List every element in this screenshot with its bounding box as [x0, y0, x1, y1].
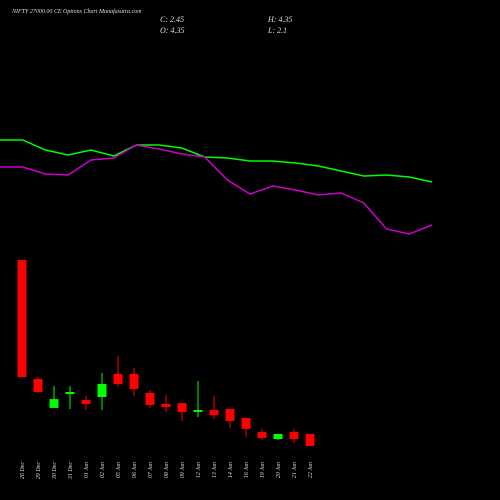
- line-series: [0, 144, 433, 235]
- candle-body: [257, 432, 267, 438]
- x-tick-label: 16 Jan: [244, 462, 250, 478]
- x-tick-label: 30 Dec: [52, 462, 58, 480]
- x-tick-label: 12 Jan: [196, 462, 202, 478]
- candle-body: [81, 399, 91, 404]
- candle-body: [65, 391, 75, 395]
- ohlc-value: 2.45: [170, 15, 184, 24]
- candle-body: [49, 399, 59, 408]
- x-tick-label: 07 Jan: [148, 462, 154, 478]
- x-tick-label: 05 Jan: [116, 462, 122, 478]
- candle-body: [241, 418, 251, 429]
- ohlc-label: C:: [160, 15, 168, 24]
- candle-body: [177, 403, 187, 412]
- x-tick-label: 22 Jan: [308, 462, 314, 478]
- candle-body: [305, 433, 315, 446]
- ohlc-label: O:: [160, 26, 169, 35]
- ohlc-readout: L: 2.1: [267, 26, 287, 35]
- ohlc-readout: C: 2.45: [160, 15, 184, 24]
- x-tick-label: 19 Jan: [260, 462, 266, 478]
- x-tick-label: 31 Dec: [68, 462, 74, 480]
- x-tick-label: 26 Dec: [20, 462, 26, 479]
- x-tick-label: 02 Jan: [100, 462, 106, 478]
- candle-body: [145, 393, 155, 405]
- chart-title: NIFTY 27000.00 CE Options Chart Munafasu…: [11, 8, 142, 15]
- candle-body: [33, 378, 43, 392]
- candle-body: [161, 403, 171, 408]
- x-tick-label: 29 Dec: [36, 462, 42, 479]
- candle-body: [193, 410, 203, 412]
- candle-body: [289, 432, 299, 439]
- candle-body: [129, 373, 139, 390]
- x-tick-label: 08 Jan: [164, 462, 170, 478]
- candle-body: [209, 410, 219, 416]
- ohlc-value: 4.35: [278, 15, 292, 24]
- line-series: [0, 139, 433, 183]
- x-tick-label: 20 Jan: [276, 462, 282, 478]
- ohlc-value: 2.1: [277, 26, 287, 35]
- ohlc-label: H:: [267, 15, 277, 24]
- candle-body: [113, 373, 123, 384]
- x-tick-label: 06 Jan: [132, 462, 138, 478]
- ohlc-value: 4.35: [170, 26, 184, 35]
- ohlc-readout: H: 4.35: [267, 15, 292, 24]
- ohlc-label: L:: [267, 26, 275, 35]
- x-tick-label: 01 Jan: [84, 462, 90, 478]
- candle-body: [97, 383, 107, 397]
- x-tick-label: 14 Jan: [227, 462, 234, 478]
- candle-body: [273, 433, 283, 439]
- candle-body: [225, 408, 235, 421]
- x-tick-label: 21 Jan: [292, 462, 298, 478]
- x-tick-label: 09 Jan: [180, 462, 186, 478]
- ohlc-readout: O: 4.35: [160, 26, 184, 35]
- candle-body: [17, 260, 27, 378]
- x-tick-label: 13 Jan: [212, 462, 218, 478]
